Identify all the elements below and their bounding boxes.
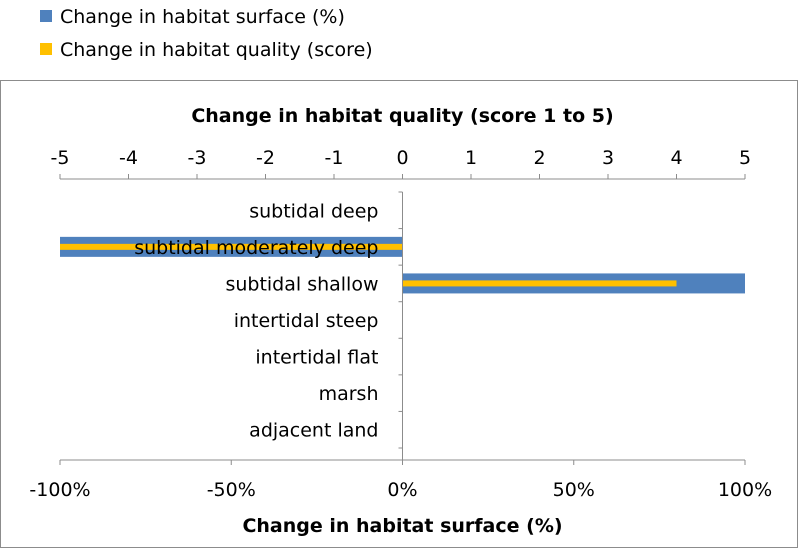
legend-label-surface: Change in habitat surface (%) — [60, 6, 345, 28]
category-label: marsh — [319, 383, 379, 405]
top-axis-tick-label: 1 — [465, 147, 477, 169]
top-axis-tick-label: -5 — [51, 147, 70, 169]
bottom-axis-tick-label: 50% — [553, 479, 595, 501]
category-label: subtidal deep — [249, 200, 378, 222]
category-label: intertidal steep — [234, 310, 379, 332]
bottom-axis-tick-label: 0% — [387, 479, 417, 501]
top-axis-title: Change in habitat quality (score 1 to 5) — [191, 105, 613, 127]
top-axis-tick-label: 3 — [602, 147, 614, 169]
bottom-axis-title: Change in habitat surface (%) — [242, 515, 562, 537]
legend-swatch-surface — [40, 10, 52, 22]
bottom-axis-tick-label: -100% — [29, 479, 90, 501]
legend-label-quality: Change in habitat quality (score) — [60, 39, 373, 61]
top-axis-tick-label: 4 — [670, 147, 682, 169]
top-axis-tick-label: 5 — [739, 147, 751, 169]
top-axis-tick-label: -3 — [188, 147, 207, 169]
bottom-axis-tick-label: 100% — [718, 479, 772, 501]
bottom-axis-tick-label: -50% — [207, 479, 256, 501]
legend-item-surface: Change in habitat surface (%) — [40, 6, 373, 28]
category-label: subtidal shallow — [225, 273, 378, 295]
top-axis-tick-label: 0 — [396, 147, 408, 169]
bar-quality-2 — [402, 280, 677, 287]
category-label: adjacent land — [249, 420, 378, 442]
top-axis-tick-label: -1 — [325, 147, 344, 169]
category-label: intertidal flat — [255, 347, 378, 369]
chart-frame — [0, 80, 798, 548]
legend-item-quality: Change in habitat quality (score) — [40, 39, 373, 61]
top-axis-tick-label: 2 — [533, 147, 545, 169]
legend: Change in habitat surface (%) Change in … — [40, 6, 373, 61]
top-axis-tick-label: -4 — [119, 147, 138, 169]
top-axis-tick-label: -2 — [256, 147, 275, 169]
bar-quality-1 — [60, 243, 403, 250]
category-label: subtidal moderately deep — [134, 237, 378, 259]
legend-swatch-quality — [40, 43, 52, 55]
